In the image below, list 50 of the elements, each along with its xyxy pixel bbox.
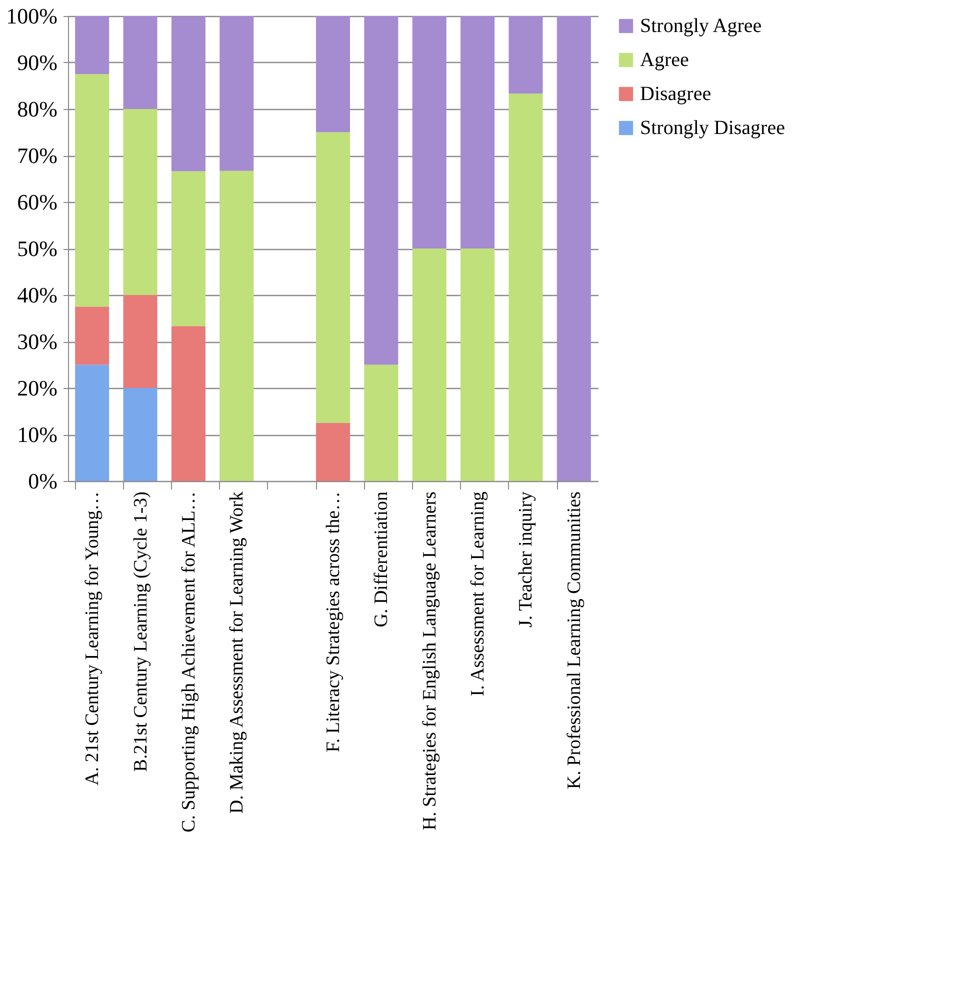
bar — [316, 132, 350, 423]
bar — [316, 422, 350, 481]
bar — [75, 364, 110, 481]
x-tick-label: D. Making Assessment for Learning Work — [226, 491, 248, 814]
bar — [123, 16, 158, 109]
bar — [171, 171, 206, 326]
bar — [220, 170, 254, 481]
bar — [508, 16, 543, 94]
bar — [75, 74, 110, 307]
y-tick-label: 10% — [17, 422, 58, 447]
bar — [508, 94, 543, 481]
y-tick-label: 100% — [6, 4, 58, 28]
bar — [412, 248, 446, 481]
bar — [75, 306, 110, 365]
bar — [556, 16, 591, 481]
legend-label: Disagree — [640, 83, 712, 105]
legend-label: Agree — [640, 49, 689, 71]
bar — [316, 16, 350, 132]
x-tick-label: I. Assessment for Learning — [468, 491, 489, 696]
x-tick-label: J. Teacher inquiry — [516, 491, 537, 628]
x-tick-label: F. Literacy Strategies across the… — [323, 492, 344, 752]
y-tick-label: 70% — [17, 143, 58, 168]
y-tick-label: 20% — [17, 376, 58, 400]
x-tick-label: K. Professional Learning Communities — [564, 492, 585, 790]
x-tick-label: A. 21st Century Learning for Young… — [82, 492, 104, 786]
bar — [75, 16, 110, 74]
y-tick-label: 90% — [17, 50, 58, 75]
y-tick-label: 60% — [17, 190, 58, 214]
bar — [460, 248, 495, 481]
y-tick-label: 80% — [17, 96, 58, 122]
x-tick-label: H. Strategies for English Language Learners — [419, 492, 440, 830]
y-tick-label: 30% — [17, 329, 58, 354]
bar — [123, 295, 158, 388]
legend-label: Strongly Agree — [640, 15, 762, 37]
bar — [364, 16, 398, 365]
bar — [171, 326, 206, 481]
legend-label: Strongly Disagree — [640, 117, 786, 139]
bar — [364, 364, 398, 481]
y-tick-label: 0% — [28, 468, 58, 494]
bar — [220, 16, 254, 171]
y-tick-label: 50% — [17, 236, 58, 261]
bar — [412, 16, 446, 248]
x-tick-label: C. Supporting High Achievement for ALL… — [178, 492, 200, 832]
bar — [460, 16, 495, 248]
bar — [123, 388, 158, 481]
x-tick-label: B.21st Century Learning (Cycle 1-3) — [130, 492, 152, 772]
bar — [123, 109, 158, 295]
x-tick-label: G. Differentiation — [371, 491, 392, 628]
y-tick-label: 40% — [17, 282, 58, 308]
bar — [171, 16, 206, 172]
